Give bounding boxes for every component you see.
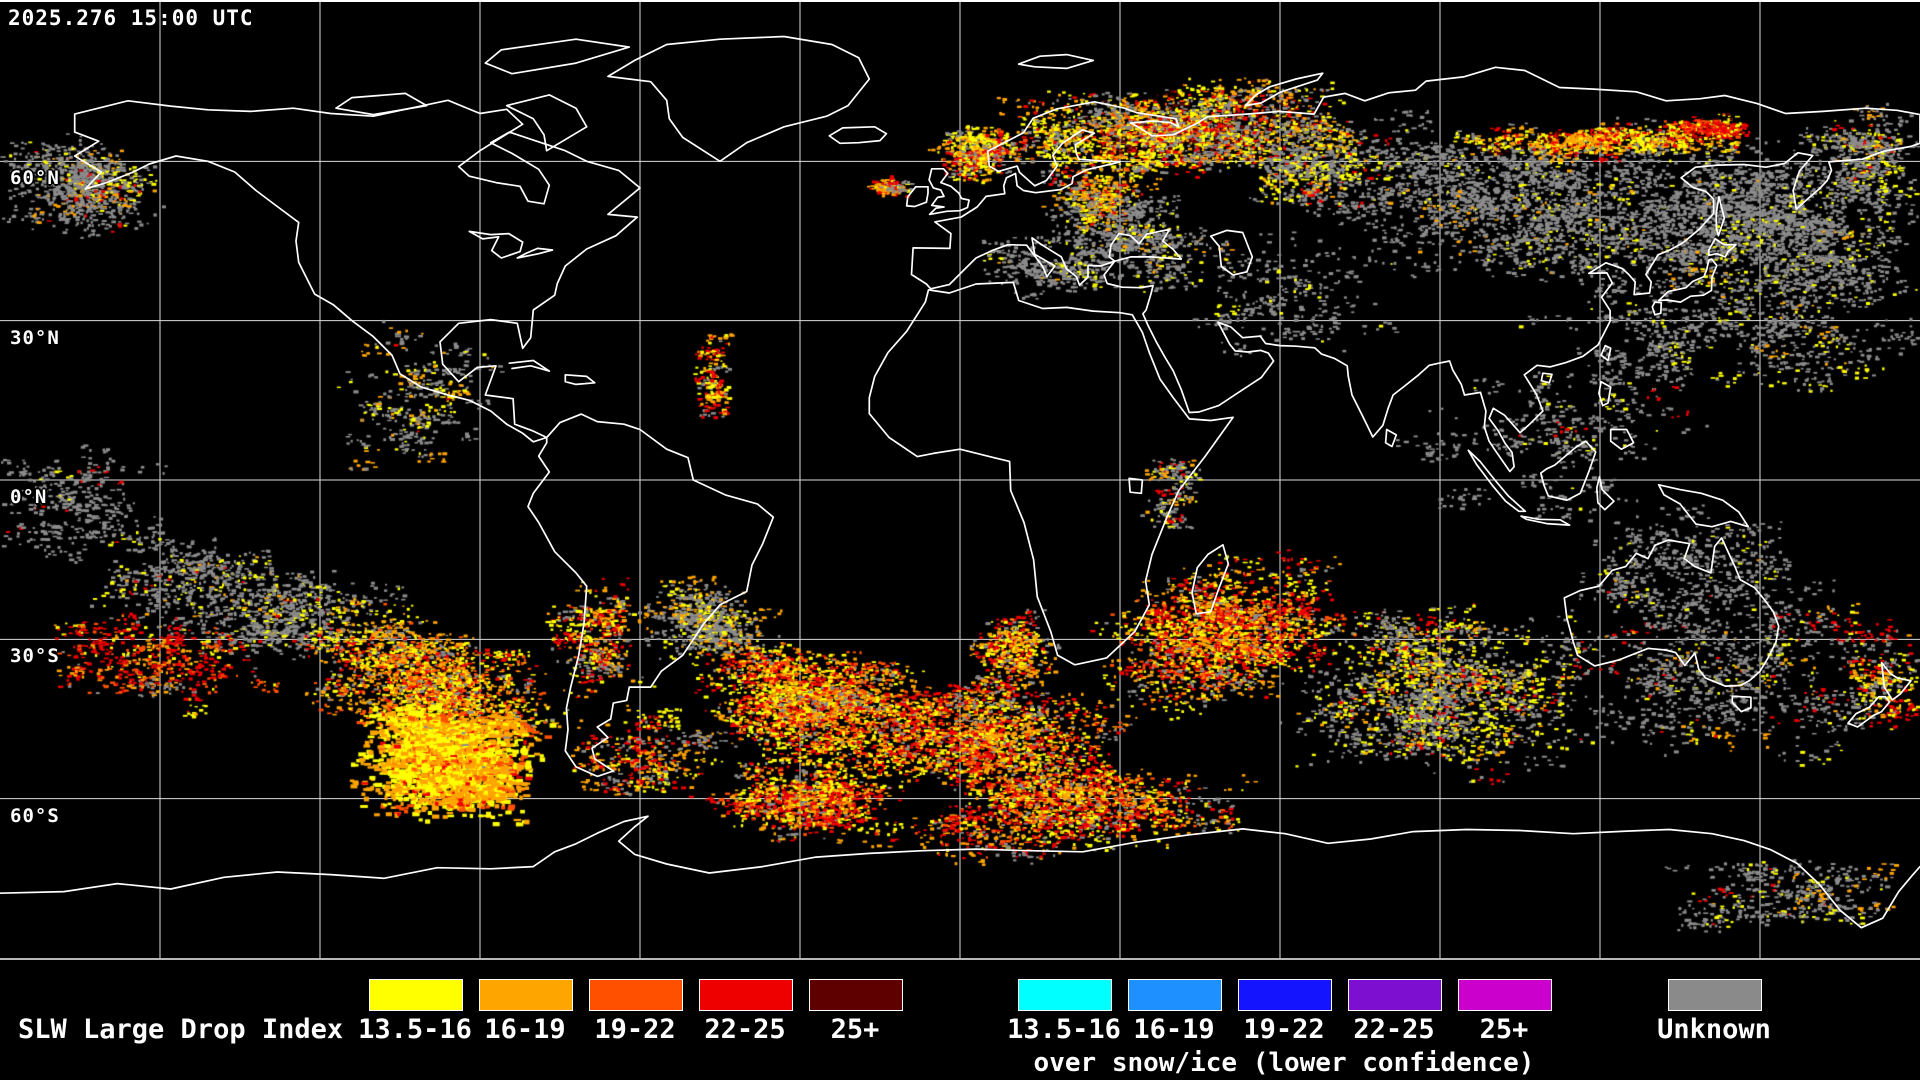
latitude-label: 30°N	[10, 326, 60, 349]
legend-class-label: 19-22	[594, 1014, 676, 1045]
legend-class-label: 22-25	[704, 1014, 786, 1045]
legend-snowice-class-swatch-22-25	[1348, 979, 1442, 1011]
legend-class-swatch-22-25	[699, 979, 793, 1011]
legend-snowice-class-label: 16-19	[1133, 1014, 1215, 1045]
legend: SLW Large Drop Index 13.5-16 16-19 19-22 22…	[0, 960, 1920, 1080]
legend-snowice-class-label: 25+	[1479, 1014, 1529, 1045]
legend-class-label: 25+	[830, 1014, 880, 1045]
legend-class-swatch-19-22	[589, 979, 683, 1011]
legend-title: SLW Large Drop Index	[18, 1014, 344, 1045]
legend-class-label: 13.5-16	[358, 1014, 472, 1045]
legend-swatch-unknown	[1668, 979, 1762, 1011]
latitude-label: 60°S	[10, 804, 60, 827]
latitude-label: 30°S	[10, 645, 60, 668]
legend-class-label: 16-19	[484, 1014, 566, 1045]
map-area: 2025.276 15:00 UTC 60°N 30°N 0°N 30°S 60°S	[0, 0, 1920, 958]
world-map-coastlines	[0, 35, 1920, 929]
legend-snowice-class-label: 19-22	[1243, 1014, 1325, 1045]
coastline-paths	[0, 35, 1920, 929]
map-legend-divider	[0, 958, 1920, 960]
legend-snowice-class-label: 22-25	[1353, 1014, 1435, 1045]
legend-snowice-class-swatch-13.5-16	[1018, 979, 1112, 1011]
legend-snowice-class-label: 13.5-16	[1007, 1014, 1121, 1045]
latitude-label: 0°N	[10, 486, 48, 508]
latitude-label: 60°N	[10, 167, 60, 190]
timestamp: 2025.276 15:00 UTC	[8, 6, 254, 30]
legend-class-swatch-25+	[809, 979, 903, 1011]
legend-snowice-class-swatch-16-19	[1128, 979, 1222, 1011]
legend-snowice-note: over snow/ice (lower confidence)	[1033, 1048, 1535, 1078]
legend-class-swatch-13.5-16	[369, 979, 463, 1011]
legend-snowice-class-swatch-19-22	[1238, 979, 1332, 1011]
legend-class-swatch-16-19	[479, 979, 573, 1011]
legend-label-unknown: Unknown	[1657, 1014, 1771, 1045]
legend-snowice-class-swatch-25+	[1458, 979, 1552, 1011]
